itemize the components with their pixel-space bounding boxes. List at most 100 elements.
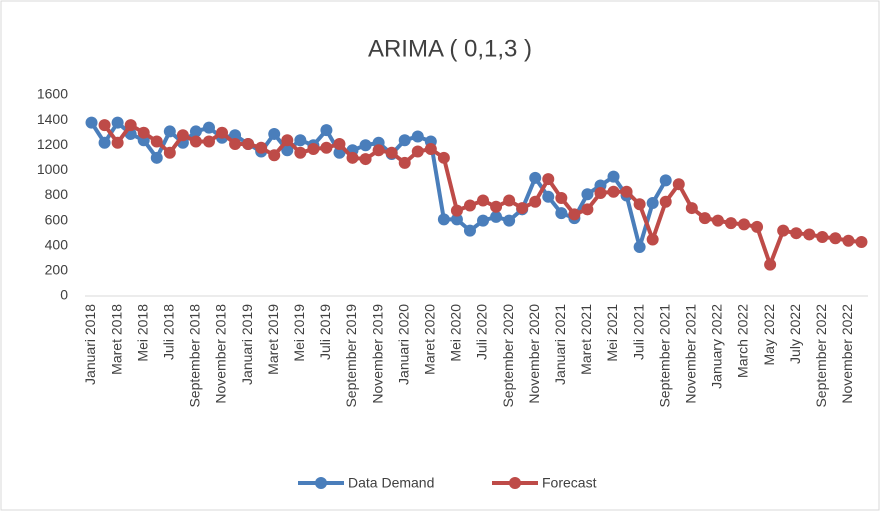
data-point <box>724 217 737 230</box>
data-point <box>777 224 790 237</box>
data-point <box>424 143 437 156</box>
data-point <box>437 151 450 164</box>
data-point <box>594 186 607 199</box>
data-point <box>176 129 189 142</box>
data-point <box>542 190 555 203</box>
y-tick-label: 600 <box>45 211 69 227</box>
data-point <box>659 195 672 208</box>
data-point <box>98 136 111 149</box>
data-point <box>189 135 202 148</box>
data-point <box>542 173 555 186</box>
x-tick-label: Januari 2018 <box>82 304 98 385</box>
data-point <box>98 119 111 132</box>
data-point <box>855 235 868 248</box>
data-point <box>333 137 346 150</box>
data-point <box>242 137 255 150</box>
chart-title: ARIMA ( 0,1,3 ) <box>368 35 532 62</box>
data-point <box>490 200 503 213</box>
legend-label: Data Demand <box>348 475 434 491</box>
data-point <box>346 151 359 164</box>
data-point <box>607 185 620 198</box>
data-point <box>202 121 215 134</box>
data-point <box>398 134 411 147</box>
x-tick-label: Mei 2019 <box>291 304 307 362</box>
x-tick-label: Maret 2018 <box>108 304 124 375</box>
data-point <box>320 124 333 137</box>
data-point <box>229 137 242 150</box>
x-tick-label: September 2020 <box>500 304 516 408</box>
data-point <box>738 218 751 231</box>
data-point <box>268 149 281 162</box>
data-point <box>385 146 398 159</box>
data-point <box>503 214 516 227</box>
data-point <box>685 202 698 215</box>
x-tick-label: November 2022 <box>839 304 855 404</box>
x-tick-label: March 2022 <box>735 304 751 378</box>
data-point <box>450 204 463 217</box>
data-point <box>320 141 333 154</box>
x-tick-label: Juli 2019 <box>317 304 333 360</box>
data-point <box>150 151 163 164</box>
x-tick-label: Januari 2021 <box>552 304 568 385</box>
data-point <box>111 116 124 129</box>
y-tick-label: 1000 <box>37 161 68 177</box>
data-point <box>411 145 424 158</box>
data-point <box>803 228 816 241</box>
data-point <box>529 171 542 184</box>
data-point <box>555 192 568 205</box>
data-point <box>294 134 307 147</box>
x-tick-label: Maret 2019 <box>265 304 281 375</box>
legend-label: Forecast <box>542 475 597 491</box>
data-point <box>411 130 424 143</box>
data-point <box>790 227 803 240</box>
data-point <box>255 141 268 154</box>
data-point <box>581 188 594 201</box>
data-point <box>163 125 176 138</box>
data-point <box>751 220 764 233</box>
data-point <box>437 213 450 226</box>
y-tick-label: 800 <box>45 186 69 202</box>
x-tick-label: November 2018 <box>213 304 229 404</box>
y-tick-label: 0 <box>60 287 68 303</box>
y-tick-label: 1200 <box>37 136 68 152</box>
data-point <box>111 136 124 149</box>
x-tick-label: Juli 2018 <box>161 304 177 360</box>
data-point <box>463 199 476 212</box>
data-point <box>124 119 137 132</box>
data-point <box>281 134 294 147</box>
data-point <box>359 153 372 166</box>
data-point <box>698 212 711 225</box>
data-point <box>189 125 202 138</box>
x-tick-label: Januari 2019 <box>239 304 255 385</box>
legend-marker <box>509 477 521 489</box>
data-point <box>229 129 242 142</box>
y-tick-label: 400 <box>45 236 69 252</box>
data-point <box>842 234 855 247</box>
x-tick-label: Mei 2020 <box>448 304 464 362</box>
data-point <box>477 214 490 227</box>
x-tick-label: September 2019 <box>343 304 359 408</box>
data-point <box>633 198 646 211</box>
y-tick-label: 1600 <box>37 86 68 102</box>
x-tick-label: September 2018 <box>187 304 203 408</box>
data-point <box>646 233 659 246</box>
data-point <box>490 210 503 223</box>
data-point <box>516 202 529 215</box>
data-point <box>646 197 659 210</box>
x-tick-label: November 2020 <box>526 304 542 404</box>
x-tick-label: Juli 2021 <box>630 304 646 360</box>
x-tick-label: September 2022 <box>813 304 829 408</box>
data-point <box>829 232 842 245</box>
x-tick-label: Mei 2018 <box>134 304 150 362</box>
data-point <box>202 135 215 148</box>
data-point <box>216 126 229 139</box>
data-point <box>503 194 516 207</box>
x-tick-label: Mei 2021 <box>604 304 620 362</box>
data-point <box>581 203 594 216</box>
y-tick-label: 1400 <box>37 111 68 127</box>
data-point <box>398 156 411 169</box>
data-point <box>672 178 685 191</box>
x-tick-label: November 2019 <box>369 304 385 404</box>
